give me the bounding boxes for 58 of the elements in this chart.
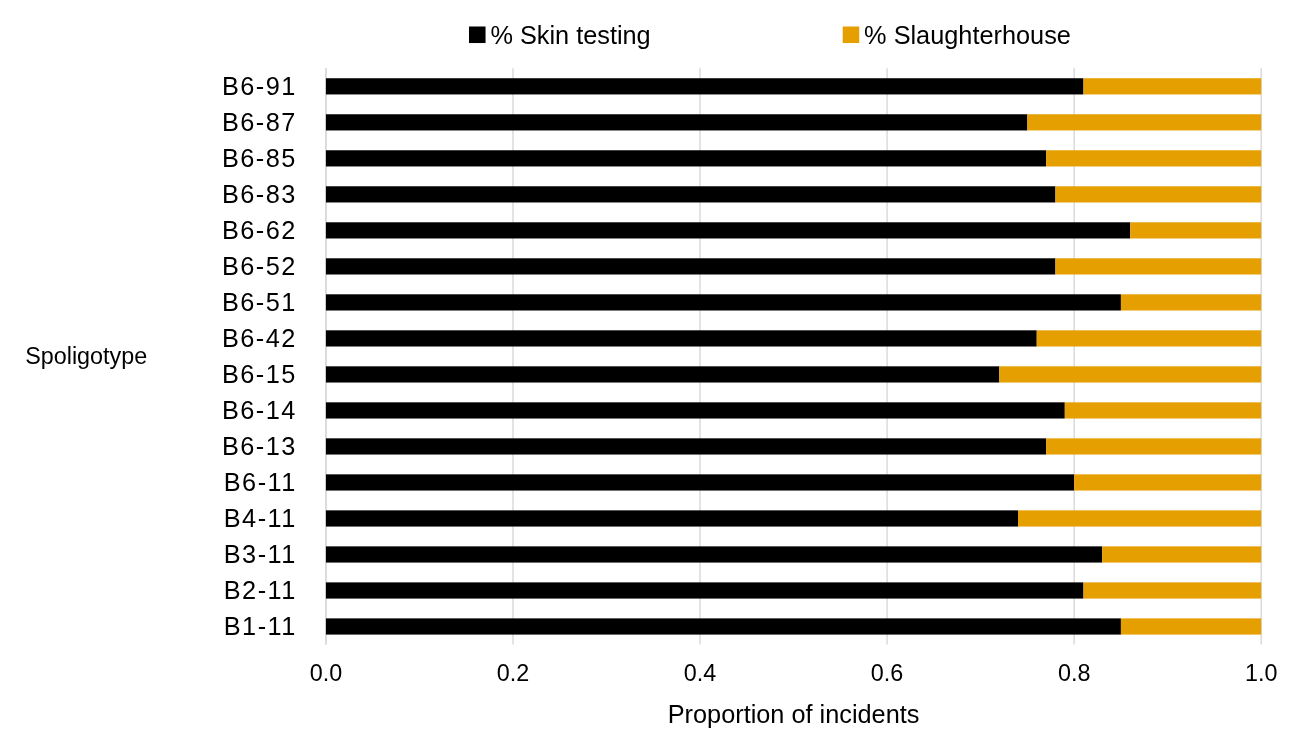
bar [325,366,1000,383]
bar [325,150,1047,167]
y-tick-label: B1-11 [223,612,297,641]
bar [325,510,1019,527]
bar [1036,330,1262,347]
legend-label: % Slaughterhouse [864,21,1071,50]
bar [999,366,1262,383]
x-tick-label: 0.0 [309,660,343,687]
y-tick-label: B6-87 [221,108,297,137]
bar [325,186,1056,203]
legend-label: % Skin testing [490,21,651,50]
bar [1120,618,1262,635]
bar [325,258,1056,275]
bar [325,618,1121,635]
bar [325,78,1084,95]
y-tick-label: B6-13 [221,432,297,461]
bar [1055,186,1262,203]
bar [1083,582,1262,599]
bar [1027,114,1262,131]
bar [325,402,1065,419]
y-tick-label: B6-62 [221,216,297,245]
bar [1102,546,1262,563]
bar [1055,258,1262,275]
bar [1046,438,1262,455]
y-tick-label: B6-91 [221,72,297,101]
y-tick-label: B6-52 [221,252,297,281]
bar [325,582,1084,599]
y-tick-label: B4-11 [223,504,297,533]
x-tick-label: 1.0 [1244,660,1278,687]
y-tick-label: B6-51 [221,288,297,317]
bar [325,294,1121,311]
bar [325,438,1047,455]
bar [1046,150,1262,167]
y-tick-label: B3-11 [223,540,297,569]
y-tick-label: B6-15 [221,360,297,389]
x-tick-label: 0.6 [870,660,904,687]
x-tick-label: 0.4 [683,660,717,687]
y-tick-label: B2-11 [223,576,297,605]
x-axis-title: Proportion of incidents [667,700,920,729]
y-axis-title: Spoligotype [25,343,148,370]
y-tick-label: B6-83 [221,180,297,209]
bar [1064,402,1262,419]
bar [1120,294,1262,311]
bar [1130,222,1262,239]
bar [325,222,1131,239]
bar [325,114,1028,131]
bar [325,546,1103,563]
x-tick-label: 0.2 [496,660,530,687]
bar [1083,78,1262,95]
y-tick-label: B6-85 [221,144,297,173]
y-tick-label: B6-14 [221,396,297,425]
x-tick-label: 0.8 [1057,660,1091,687]
bar [325,330,1037,347]
bar [1074,474,1262,491]
y-tick-label: B6-42 [221,324,297,353]
bar [325,474,1075,491]
bar [1018,510,1262,527]
y-tick-label: B6-11 [223,468,297,497]
